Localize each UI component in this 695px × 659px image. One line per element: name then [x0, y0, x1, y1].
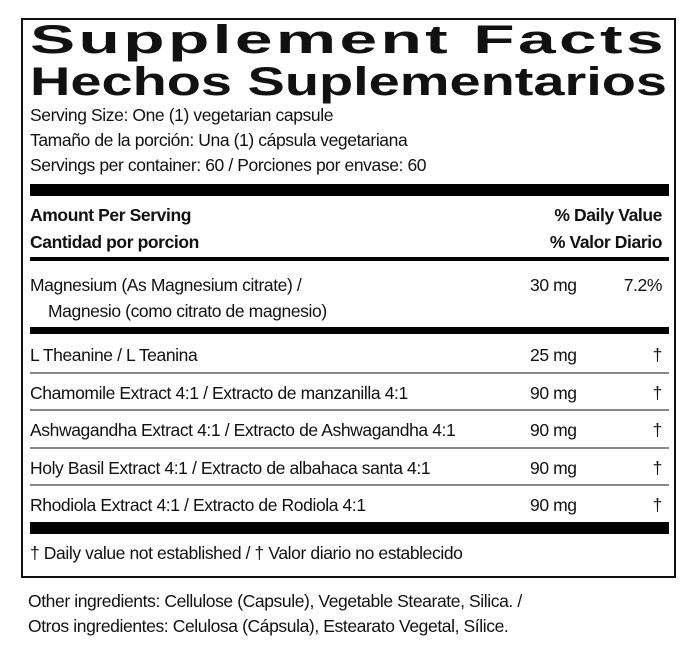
- ingredient-dv: †: [652, 420, 663, 440]
- ingredient-dv: †: [652, 383, 663, 403]
- ingredient-dv: †: [652, 345, 663, 365]
- serving-size-es: Tamaño de la porción: Una (1) cápsula ve…: [30, 130, 408, 150]
- magnesium-dv: 7.2%: [623, 275, 663, 295]
- magnesium-name-es: Magnesio (como citrato de magnesio): [48, 301, 327, 321]
- thick-divider: [30, 184, 669, 196]
- medium-divider: [30, 257, 669, 261]
- other-ingredients-es: Otros ingredientes: Celulosa (Cápsula), …: [28, 616, 509, 636]
- row-divider: [30, 409, 669, 411]
- ingredient-amount: 90 mg: [530, 420, 577, 440]
- ingredient-dv: †: [652, 495, 663, 515]
- ingredient-amount: 90 mg: [530, 458, 577, 478]
- magnesium-name: Magnesium (As Magnesium citrate) /: [30, 275, 302, 295]
- title-en-wrap: Supplement Facts: [30, 18, 664, 62]
- daily-value-header: % Daily Value: [554, 205, 662, 225]
- amount-per-serving-header: Amount Per Serving: [30, 205, 192, 225]
- ingredient-amount: 90 mg: [530, 495, 577, 515]
- ingredient-name: Holy Basil Extract 4:1 / Extracto de alb…: [30, 458, 431, 478]
- ingredient-name: Chamomile Extract 4:1 / Extracto de manz…: [30, 383, 408, 403]
- thick-divider: [30, 522, 669, 534]
- ingredient-amount: 90 mg: [530, 383, 577, 403]
- row-divider: [30, 447, 669, 449]
- title-en: Supplement Facts: [30, 18, 667, 62]
- ingredient-dv: †: [652, 458, 663, 478]
- title-es: Hechos Suplementarios: [30, 60, 667, 104]
- title-es-wrap: Hechos Suplementarios: [30, 60, 667, 104]
- ingredient-name: Ashwagandha Extract 4:1 / Extracto de As…: [30, 420, 456, 440]
- magnesium-amount: 30 mg: [530, 275, 577, 295]
- row-divider: [30, 372, 669, 374]
- footnote: † Daily value not established / † Valor …: [30, 543, 463, 563]
- ingredient-name: L Theanine / L Teanina: [30, 345, 198, 365]
- row-divider: [30, 484, 669, 486]
- serving-size: Serving Size: One (1) vegetarian capsule: [30, 105, 334, 125]
- cantidad-header: Cantidad por porcion: [30, 232, 199, 252]
- ingredient-name: Rhodiola Extract 4:1 / Extracto de Rodio…: [30, 495, 366, 515]
- supplement-facts-panel: Supplement Facts Hechos Suplementarios S…: [21, 18, 676, 578]
- ingredient-amount: 25 mg: [530, 345, 577, 365]
- servings-per-container: Servings per container: 60 / Porciones p…: [30, 155, 427, 175]
- valor-diario-header: % Valor Diario: [549, 232, 662, 252]
- thick-divider: [30, 327, 669, 334]
- other-ingredients: Other ingredients: Cellulose (Capsule), …: [28, 591, 522, 611]
